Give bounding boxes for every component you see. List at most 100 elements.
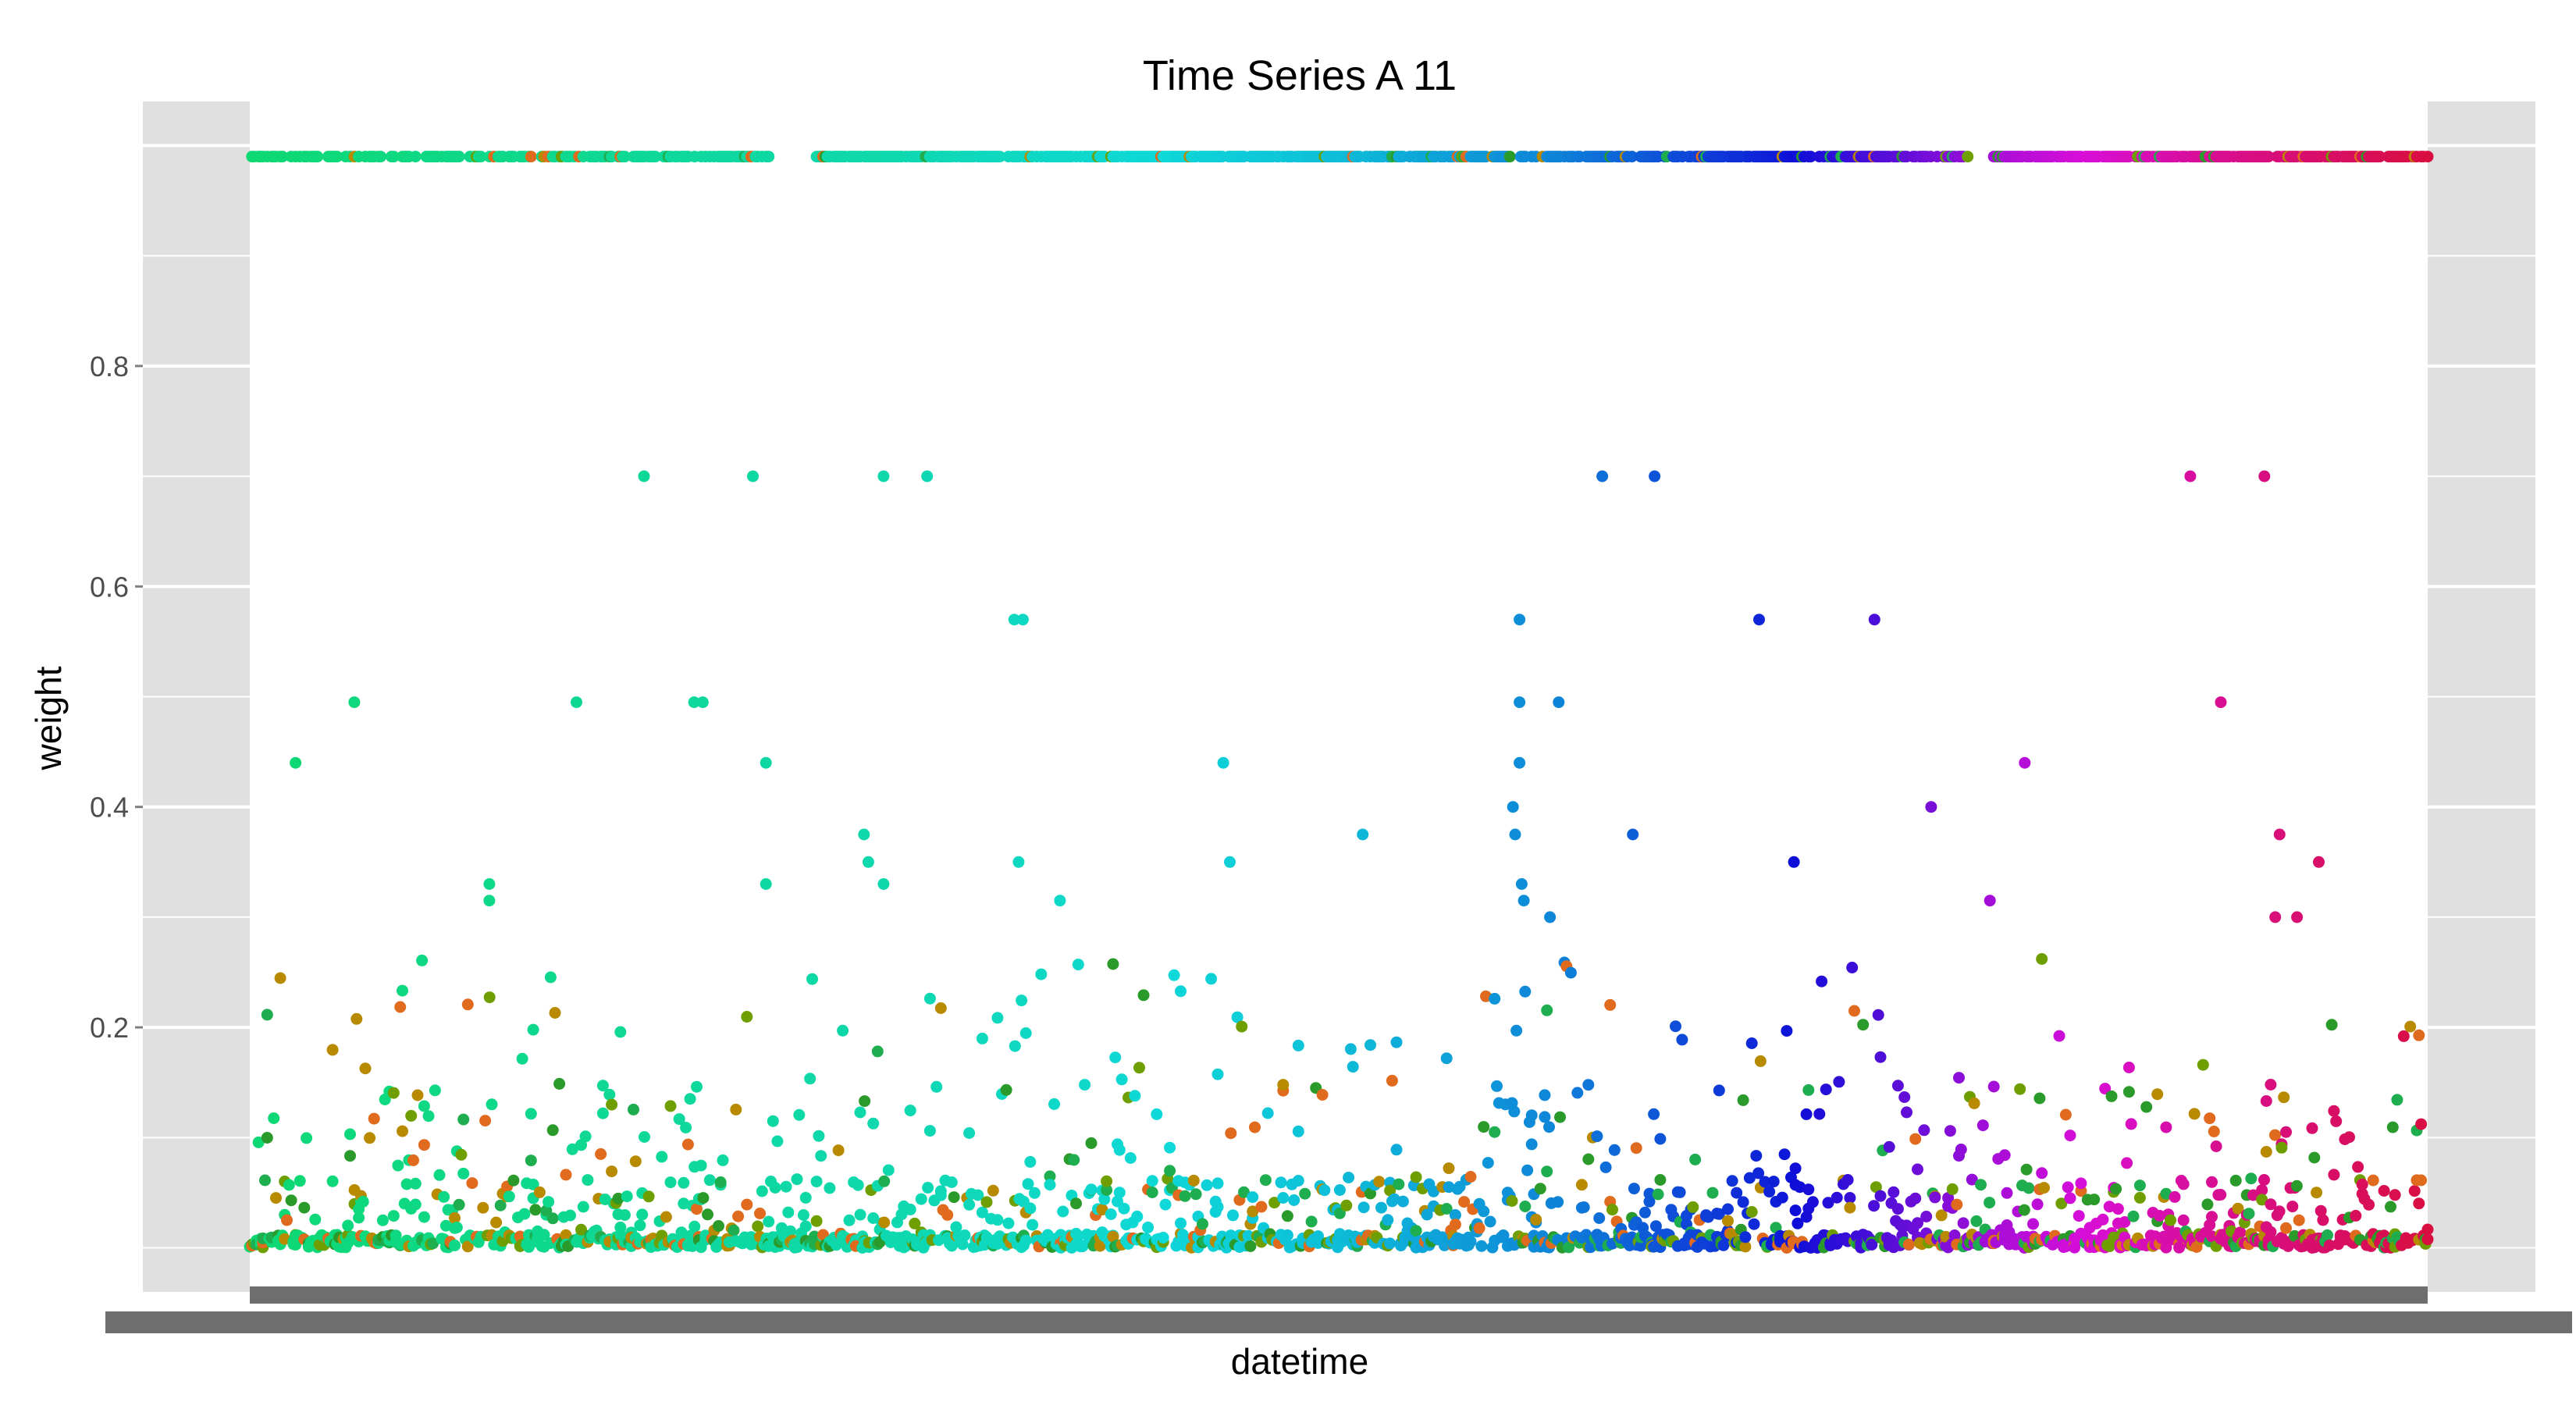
data-point: [2001, 1187, 2013, 1199]
data-point: [1489, 1126, 1501, 1138]
data-point: [1841, 1174, 1854, 1186]
data-point: [1643, 1187, 1656, 1200]
data-point: [2201, 1198, 2214, 1211]
data-point: [614, 1221, 627, 1233]
data-point: [1507, 801, 1519, 813]
data-point: [785, 1225, 797, 1237]
data-point: [2075, 1177, 2087, 1190]
x-axis-label: datetime: [1231, 1341, 1368, 1382]
data-point: [1726, 1175, 1738, 1187]
data-point: [1984, 895, 1996, 907]
data-point: [1146, 1175, 1158, 1187]
data-point: [1224, 856, 1236, 868]
x-tick-labels-band: [105, 1311, 2572, 1333]
data-point: [1901, 1106, 1912, 1119]
data-point: [1789, 1204, 1802, 1217]
data-point: [285, 1194, 297, 1207]
data-point: [1137, 989, 1150, 1002]
data-point: [780, 1180, 792, 1193]
data-point: [1201, 1179, 1213, 1191]
data-point: [529, 1204, 542, 1216]
data-point: [1521, 1164, 1534, 1176]
data-point: [411, 1089, 424, 1101]
data-point: [2064, 1192, 2076, 1204]
data-point: [582, 1174, 594, 1187]
data-point: [1131, 1211, 1144, 1223]
data-point: [763, 1215, 775, 1228]
data-point: [533, 1186, 546, 1198]
data-point: [756, 1185, 768, 1197]
data-point: [579, 1130, 592, 1143]
data-point: [2265, 1226, 2277, 1238]
data-point: [2105, 1090, 2118, 1102]
data-point: [1649, 1220, 1662, 1233]
data-point: [1687, 1201, 1699, 1213]
data-point: [2020, 1163, 2033, 1176]
data-point: [941, 1208, 954, 1221]
data-point: [618, 151, 631, 163]
data-point: [276, 151, 289, 163]
data-point: [1654, 1133, 1667, 1145]
data-point: [1410, 1225, 1422, 1237]
data-point: [1874, 1190, 1887, 1202]
data-point: [281, 1214, 293, 1226]
data-point: [1008, 614, 1020, 626]
data-point: [2323, 1239, 2336, 1251]
data-point: [1249, 1121, 1261, 1133]
data-point: [1883, 1140, 1895, 1153]
data-point: [1238, 1186, 1250, 1198]
y-tick-label: 0.4: [90, 792, 129, 824]
data-point: [1630, 1142, 1642, 1155]
data-point: [1909, 1192, 1922, 1204]
data-point: [455, 1148, 468, 1161]
data-point: [854, 1208, 866, 1221]
data-point: [2269, 1129, 2281, 1141]
data-point: [1759, 1176, 1771, 1188]
data-point: [843, 1214, 856, 1226]
data-point: [2415, 1118, 2428, 1130]
data-point: [457, 1113, 470, 1126]
data-point: [1164, 1165, 1176, 1177]
data-point: [691, 1080, 703, 1093]
data-point: [1133, 1062, 1145, 1074]
data-point: [2391, 1094, 2403, 1106]
data-point: [1984, 1197, 1996, 1209]
data-point: [1146, 1187, 1158, 1198]
data-point: [387, 151, 400, 163]
data-point: [546, 1124, 559, 1137]
data-point: [1281, 1229, 1293, 1241]
data-point: [1098, 1193, 1111, 1205]
data-point: [606, 1098, 618, 1111]
data-point: [1440, 1052, 1453, 1065]
data-point: [1831, 1191, 1843, 1204]
data-point: [678, 1176, 690, 1189]
data-point: [1247, 1191, 1259, 1204]
data-point: [1868, 614, 1880, 626]
data-point: [1648, 1108, 1660, 1120]
data-point: [1242, 1229, 1254, 1242]
data-point: [368, 1112, 380, 1125]
data-point: [1443, 1162, 1455, 1175]
data-point: [1410, 1171, 1422, 1183]
data-point: [2059, 1108, 2072, 1121]
data-point: [1109, 1051, 1122, 1064]
data-point: [2177, 1178, 2190, 1190]
data-point: [1085, 1183, 1098, 1196]
data-point: [1596, 470, 1609, 482]
data-point: [1115, 1073, 1128, 1086]
data-point: [2234, 1226, 2247, 1239]
data-point: [1129, 1090, 1141, 1102]
data-point: [1333, 1184, 1346, 1196]
data-point: [854, 1106, 866, 1119]
data-point: [1212, 1201, 1224, 1213]
data-point: [461, 998, 474, 1011]
data-point: [1510, 1024, 1523, 1037]
data-point: [636, 1208, 649, 1221]
data-point: [1035, 968, 1048, 980]
data-point: [2031, 1198, 2044, 1211]
data-point: [1987, 1080, 2000, 1093]
data-point: [560, 1169, 572, 1181]
data-point: [483, 878, 496, 890]
data-point: [486, 1098, 498, 1111]
